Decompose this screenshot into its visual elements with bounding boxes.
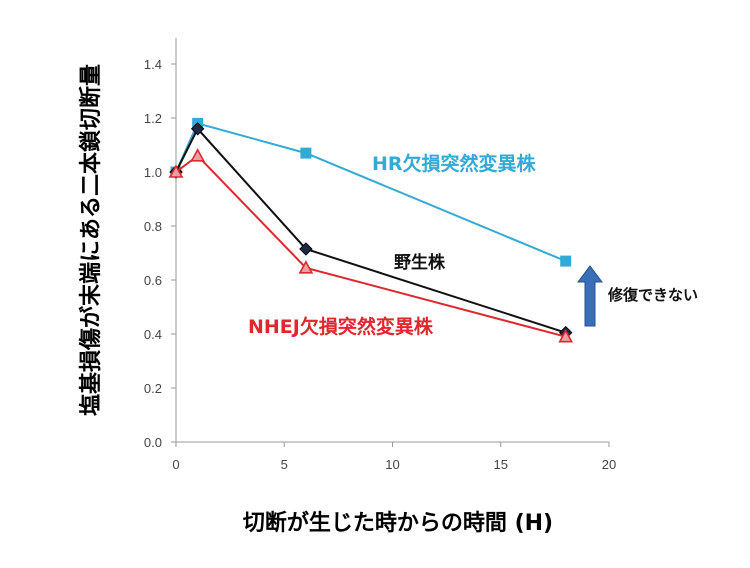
series-0 [170,117,572,267]
series-line [175,127,567,334]
series-label-wild-type: 野生株 [394,252,446,273]
series-line [175,154,566,338]
y-tick-label: 1.0 [144,165,162,180]
data-point [168,164,184,178]
data-point [190,122,205,136]
up-arrow-icon [577,265,603,327]
series-2 [168,148,574,343]
x-tick-label: 15 [494,457,508,472]
y-tick-label: 1.4 [144,57,162,72]
axes [175,38,609,443]
data-point [560,255,572,267]
series-layer [168,117,574,343]
data-point [298,260,314,274]
y-tick-label: 1.2 [144,111,162,126]
series-label-hr: HR欠損突然変異株 [372,152,537,175]
y-tick-label: 0.2 [144,381,162,396]
data-point [558,329,574,343]
x-tick-label: 10 [385,457,399,472]
x-axis-ticks: 0 5 10 15 20 [172,442,616,472]
data-point [190,148,205,162]
series-label-nhej: NHEJ欠損突然変異株 [248,315,434,338]
x-tick-label: 5 [281,457,288,472]
y-tick-label: 0.6 [144,273,162,288]
y-tick-label: 0.4 [144,327,162,342]
y-axis-ticks: 0.0 0.2 0.4 0.6 0.8 1.0 1.2 1.4 [144,57,176,450]
annotation-text: 修復できない [607,286,698,304]
data-point [299,242,313,256]
data-point [300,147,312,159]
series-line [175,122,567,263]
x-axis-title: 切断が生じた時からの時間 (H) [243,510,553,536]
y-axis-title: 塩基損傷が末端にある二本鎖切断量 [78,64,104,416]
y-tick-label: 0.0 [144,435,162,450]
x-tick-label: 20 [602,457,616,472]
y-tick-label: 0.8 [144,219,162,234]
x-tick-label: 0 [172,457,179,472]
